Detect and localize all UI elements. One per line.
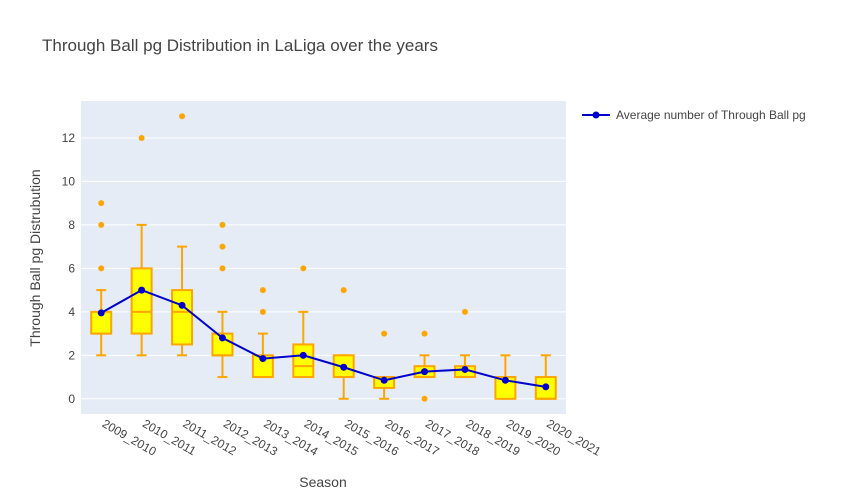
y-tick-label: 0 xyxy=(68,392,75,406)
y-tick-labels: 0 2 4 6 8 10 12 xyxy=(62,131,76,406)
outlier-point xyxy=(98,200,105,207)
box-plot-2014_2015 xyxy=(292,265,315,379)
outlier-point xyxy=(300,265,307,272)
average-line-layer xyxy=(97,286,550,391)
outlier-point xyxy=(259,308,266,315)
box-plot-2010_2011 xyxy=(130,134,153,357)
average-point xyxy=(340,363,348,371)
outlier-point xyxy=(138,134,145,141)
outlier-point xyxy=(98,221,105,228)
average-point xyxy=(299,351,307,359)
box-plot-2012_2013 xyxy=(211,221,234,379)
average-point xyxy=(461,365,469,373)
y-tick-label: 12 xyxy=(62,131,76,145)
y-tick-label: 10 xyxy=(62,174,76,188)
y-tick-label: 6 xyxy=(68,261,75,275)
box-plot-2013_2014 xyxy=(251,287,274,379)
outlier-point xyxy=(98,265,105,272)
plot-area xyxy=(81,101,566,414)
average-point xyxy=(380,376,388,384)
box-iqr xyxy=(292,343,315,379)
average-point xyxy=(259,355,267,363)
gridlines xyxy=(81,137,566,400)
box-iqr xyxy=(130,267,153,335)
y-axis-title: Through Ball pg Distrubution xyxy=(27,169,43,346)
box-plots xyxy=(90,113,557,402)
average-point xyxy=(138,286,146,294)
average-point xyxy=(542,383,550,391)
average-point xyxy=(421,368,429,376)
y-tick-label: 4 xyxy=(68,305,75,319)
y-tick-label: 8 xyxy=(68,218,75,232)
average-point xyxy=(501,376,509,384)
average-line xyxy=(100,289,546,388)
legend[interactable]: Average number of Through Ball pg xyxy=(582,108,806,122)
average-point xyxy=(218,334,226,342)
outlier-point xyxy=(421,330,428,337)
outlier-point xyxy=(461,308,468,315)
outlier-point xyxy=(219,265,226,272)
outlier-point xyxy=(340,287,347,294)
average-point xyxy=(97,309,105,317)
x-axis-title: Season xyxy=(299,474,346,490)
legend-label: Average number of Through Ball pg xyxy=(616,108,806,122)
legend-marker-swatch xyxy=(592,111,600,119)
outlier-point xyxy=(219,243,226,250)
box-iqr xyxy=(171,289,194,346)
chart-title: Through Ball pg Distribution in LaLiga o… xyxy=(42,36,438,55)
y-tick-label: 2 xyxy=(68,348,75,362)
outlier-point xyxy=(219,221,226,228)
outlier-point xyxy=(381,330,388,337)
outlier-point xyxy=(421,395,428,402)
average-point xyxy=(178,301,186,309)
outlier-point xyxy=(179,113,186,120)
outlier-point xyxy=(259,287,266,294)
